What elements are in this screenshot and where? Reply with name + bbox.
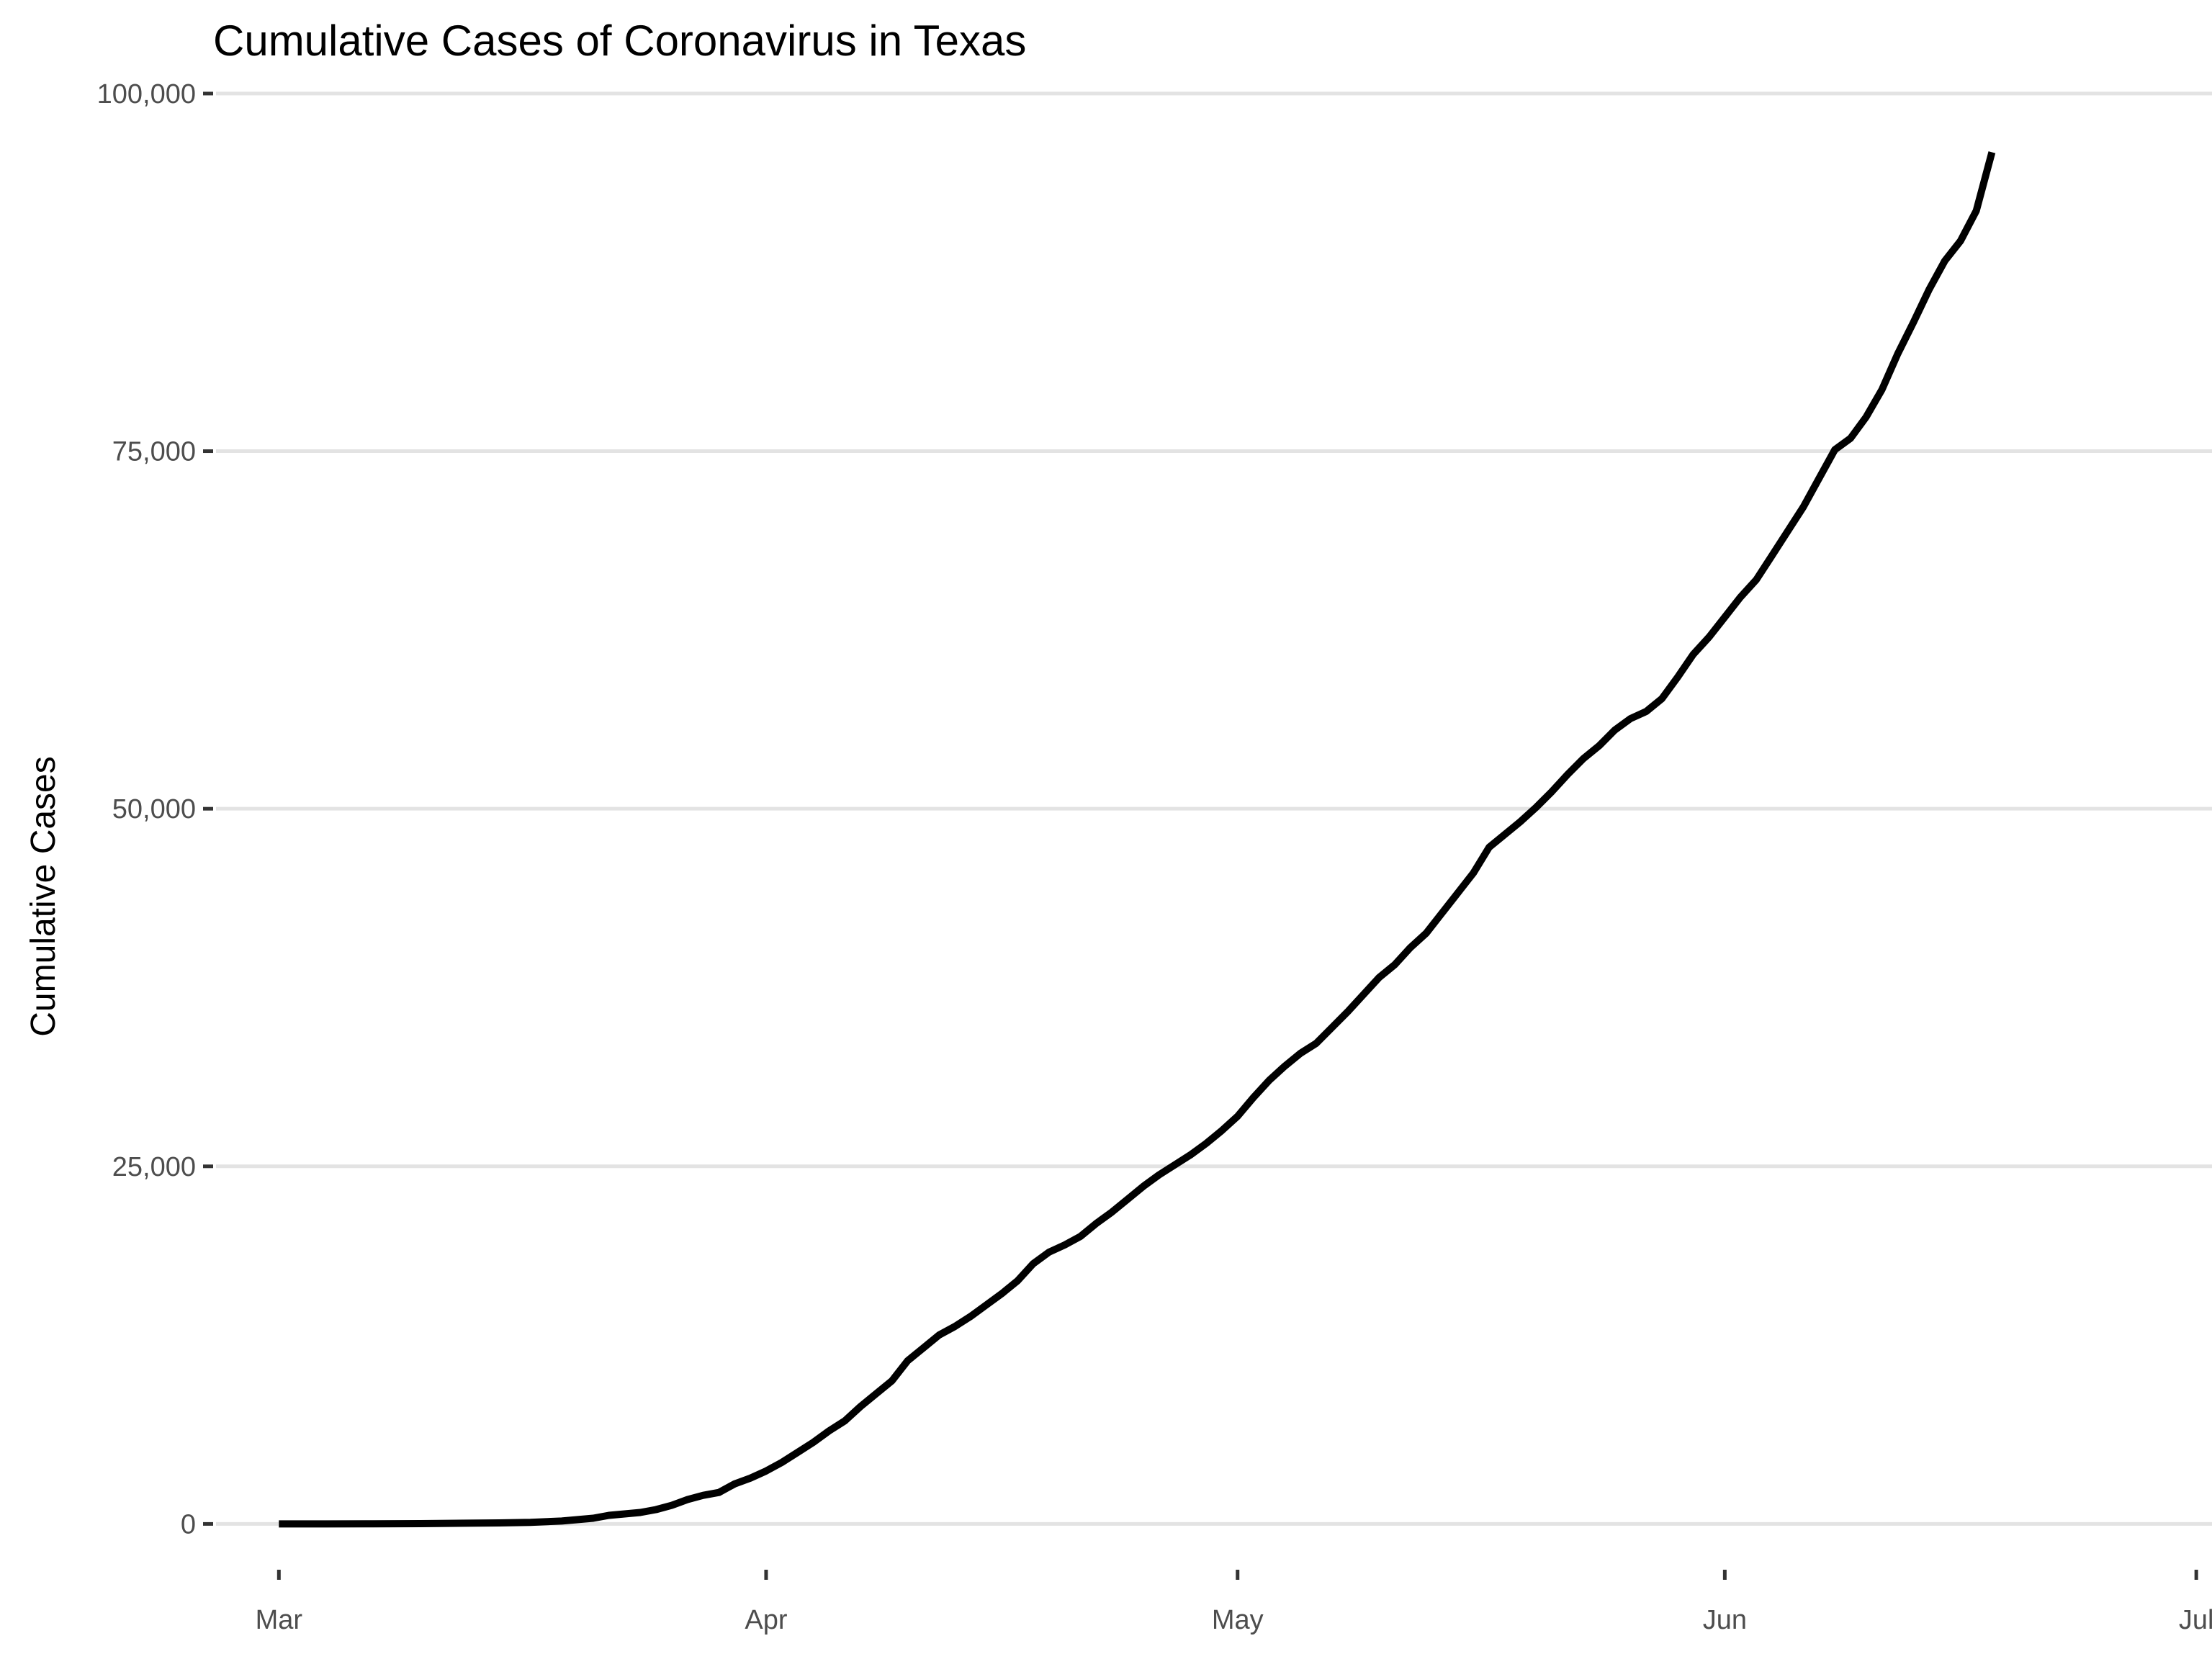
gridlines: [216, 91, 2212, 1526]
y-tick-label: 75,000: [112, 437, 196, 467]
axes: 0 25,000 50,000 75,000 100,000 Mar Apr May Jun Ju…: [97, 79, 2212, 1635]
y-tick-label: 100,000: [97, 79, 196, 109]
x-tick-label: Apr: [745, 1605, 787, 1635]
x-tick-label: Jul: [2179, 1605, 2212, 1635]
y-axis-label: Cumulative Cases: [24, 756, 63, 1036]
series-line: [279, 151, 1996, 1528]
x-tick-label: May: [1212, 1605, 1264, 1635]
x-tick-label: Jun: [1703, 1605, 1747, 1635]
x-tick-label: Mar: [256, 1605, 303, 1635]
series-layer: [279, 151, 1996, 1528]
y-tick-label: 50,000: [112, 794, 196, 824]
y-tick-label: 0: [181, 1509, 196, 1539]
chart-title: Cumulative Cases of Coronavirus in Texas: [213, 17, 1026, 65]
y-tick-label: 25,000: [112, 1152, 196, 1182]
